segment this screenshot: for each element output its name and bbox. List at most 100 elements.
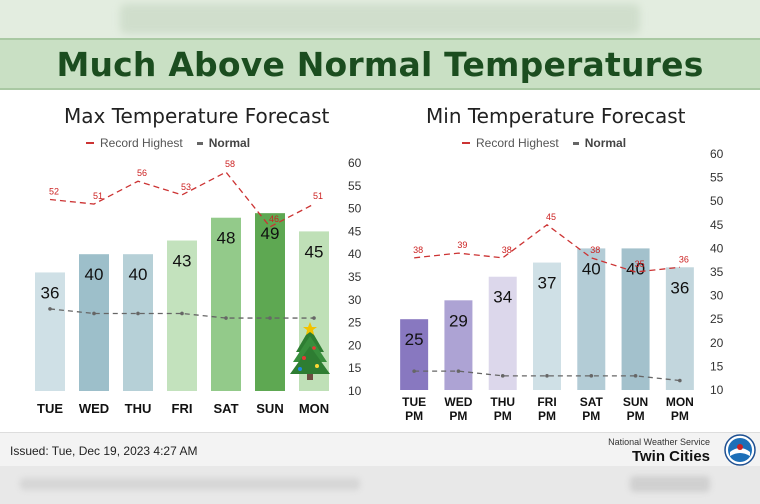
- record-legend-label: Record Highest: [100, 136, 183, 150]
- y-tick-label: 30: [348, 293, 362, 307]
- normal-point: [180, 311, 184, 316]
- record-value-label: 53: [181, 182, 191, 192]
- y-tick-label: 45: [348, 224, 362, 238]
- y-tick-label: 60: [710, 147, 724, 161]
- record-value-label: 36: [679, 254, 689, 264]
- bar: [533, 262, 561, 390]
- y-tick-label: 35: [710, 265, 724, 279]
- bar-value-label: 36: [670, 278, 689, 297]
- y-tick-label: 55: [710, 171, 724, 185]
- x-tick-label: SAT: [580, 395, 604, 409]
- record-legend-swatch: [462, 142, 470, 144]
- min-chart-title: Min Temperature Forecast: [426, 104, 686, 128]
- x-tick-label: TUE: [37, 401, 63, 416]
- bar: [400, 319, 429, 390]
- agency-name: National Weather Service: [608, 437, 710, 447]
- y-tick-label: 15: [710, 359, 724, 373]
- y-tick-label: 25: [348, 316, 362, 330]
- normal-point: [224, 316, 228, 320]
- x-tick-label: SAT: [213, 401, 238, 416]
- y-tick-label: 10: [348, 384, 362, 398]
- x-tick-label: WED: [79, 401, 109, 416]
- record-value-label: 46: [269, 214, 279, 224]
- x-tick-label: TUE: [402, 395, 426, 409]
- normal-point: [456, 369, 461, 373]
- issued-timestamp: Issued: Tue, Dec 19, 2023 4:27 AM: [10, 444, 198, 458]
- min-chart-legend: Record Highest Normal: [462, 136, 626, 150]
- blurred-header-text: [120, 4, 640, 34]
- normal-point: [500, 374, 505, 378]
- nws-logo-icon: [724, 434, 756, 466]
- normal-legend-swatch: [196, 141, 203, 145]
- record-legend-label: Record Highest: [476, 136, 559, 150]
- y-tick-label: 15: [348, 361, 362, 375]
- record-value-label: 38: [502, 245, 512, 255]
- bar-value-label: 40: [626, 259, 645, 278]
- record-value-label: 58: [225, 159, 235, 169]
- bar-value-label: 40: [582, 259, 601, 278]
- bar: [79, 254, 109, 391]
- y-tick-label: 20: [348, 338, 362, 352]
- bar-value-label: 40: [129, 265, 148, 284]
- max-temp-chart: 10 15 20 25 30 35 40 45 50 55 60 36 40 40 43 48 49 45 52 51…: [35, 156, 362, 416]
- bar-value-label: 43: [173, 252, 192, 271]
- x-tick-label: PM: [582, 409, 600, 423]
- x-tick-label: MON: [666, 395, 694, 409]
- normal-point: [48, 307, 52, 311]
- normal-point: [412, 369, 416, 373]
- normal-point: [312, 316, 316, 320]
- normal-legend-label: Normal: [584, 136, 627, 150]
- banner-title: Much Above Normal Temperatures: [56, 44, 704, 84]
- bar-value-label: 29: [449, 311, 468, 330]
- y-tick-label: 35: [348, 270, 362, 284]
- y-tick-label: 45: [710, 218, 724, 232]
- y-tick-label: 10: [710, 383, 724, 397]
- blurred-header-strip: [0, 0, 760, 38]
- y-tick-label: 30: [710, 289, 724, 303]
- record-series-line: [414, 223, 680, 273]
- y-tick-label: 60: [348, 156, 362, 170]
- record-value-label: 52: [49, 186, 59, 196]
- x-tick-label: FRI: [172, 401, 193, 416]
- max-chart-legend: Record Highest Normal: [86, 136, 250, 150]
- y-tick-label: 25: [710, 312, 724, 326]
- record-series-line: [49, 171, 315, 228]
- y-tick-label: 40: [710, 241, 724, 255]
- max-chart-title: Max Temperature Forecast: [64, 104, 330, 128]
- x-tick-label: PM: [538, 409, 556, 423]
- bar: [444, 300, 473, 390]
- blurred-footer-text: [20, 478, 360, 490]
- y-tick-label: 40: [348, 247, 362, 261]
- y-tick-label: 55: [348, 179, 362, 193]
- normal-legend-label: Normal: [208, 136, 251, 150]
- max-temp-panel: Max Temperature Forecast Record Highest …: [0, 92, 380, 430]
- bar: [665, 267, 694, 390]
- bar: [211, 217, 241, 391]
- x-tick-label: PM: [405, 409, 423, 423]
- blurred-footer-strip: [0, 466, 760, 504]
- x-tick-label: PM: [627, 409, 645, 423]
- record-value-label: 56: [137, 168, 147, 178]
- christmas-tree-icon: [290, 322, 330, 380]
- normal-point: [678, 378, 682, 383]
- bar: [488, 276, 517, 390]
- footer-bar: Issued: Tue, Dec 19, 2023 4:27 AM Nation…: [0, 432, 760, 467]
- bar-value-label: 34: [493, 288, 512, 307]
- normal-point: [633, 374, 638, 378]
- record-value-label: 51: [313, 191, 323, 201]
- normal-legend-swatch: [572, 141, 579, 145]
- bar: [167, 240, 197, 391]
- x-tick-label: FRI: [537, 395, 556, 409]
- normal-point: [92, 311, 96, 316]
- x-tick-label: WED: [444, 395, 472, 409]
- min-temp-panel: Min Temperature Forecast Record Highest …: [380, 92, 760, 430]
- record-value-label: 45: [546, 212, 556, 222]
- bar-value-label: 45: [305, 242, 324, 261]
- record-value-label: 39: [457, 240, 467, 250]
- bar: [35, 272, 65, 391]
- bar-value-label: 36: [41, 283, 60, 302]
- y-tick-label: 50: [348, 202, 362, 216]
- normal-point: [545, 374, 549, 378]
- normal-point: [136, 311, 140, 316]
- x-tick-label: SUN: [256, 401, 283, 416]
